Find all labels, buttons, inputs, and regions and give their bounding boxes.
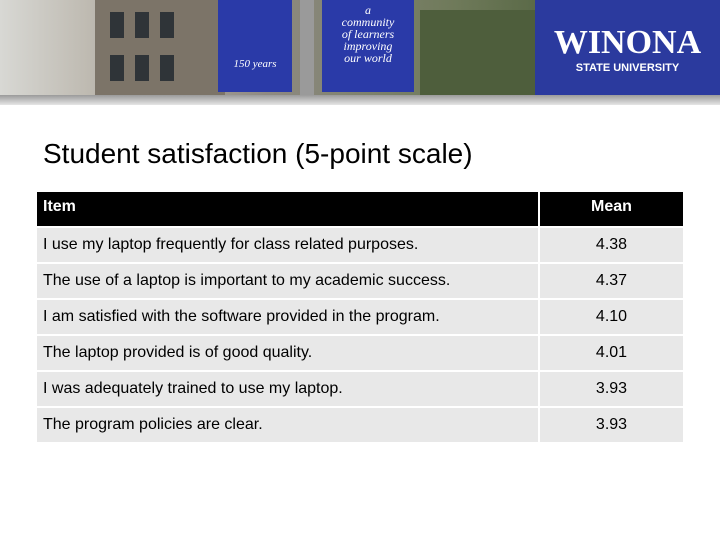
window bbox=[135, 55, 149, 81]
table-cell: 4.01 bbox=[540, 336, 683, 370]
window bbox=[135, 12, 149, 38]
window bbox=[110, 12, 124, 38]
table-cell: 4.37 bbox=[540, 264, 683, 298]
table-cell: The laptop provided is of good quality. bbox=[37, 336, 538, 370]
window bbox=[160, 12, 174, 38]
logo-text: WINONA bbox=[553, 24, 702, 61]
window bbox=[110, 55, 124, 81]
flag: a community of learners improving our wo… bbox=[322, 0, 414, 92]
logo: WINONA STATE UNIVERSITY bbox=[535, 0, 720, 95]
table-cell: I was adequately trained to use my lapto… bbox=[37, 372, 538, 406]
table-cell: I am satisfied with the software provide… bbox=[37, 300, 538, 334]
table-cell: 4.38 bbox=[540, 228, 683, 262]
divider bbox=[0, 95, 720, 105]
logo-subtext: STATE UNIVERSITY bbox=[575, 62, 680, 74]
pole bbox=[300, 0, 314, 95]
header-cell: Mean bbox=[540, 192, 683, 226]
banner-photo: 150 years a community of learners improv… bbox=[0, 0, 535, 95]
table-cell: 3.93 bbox=[540, 372, 683, 406]
flag: 150 years bbox=[218, 0, 292, 92]
table-cell: The use of a laptop is important to my a… bbox=[37, 264, 538, 298]
ivy-wall bbox=[420, 10, 535, 95]
slide-title: Student satisfaction (5-point scale) bbox=[43, 138, 473, 169]
table-cell: 4.10 bbox=[540, 300, 683, 334]
window bbox=[160, 55, 174, 81]
header-cell: Item bbox=[37, 192, 538, 226]
table-cell: 3.93 bbox=[540, 408, 683, 442]
table-cell: I use my laptop frequently for class rel… bbox=[37, 228, 538, 262]
table-cell: The program policies are clear. bbox=[37, 408, 538, 442]
